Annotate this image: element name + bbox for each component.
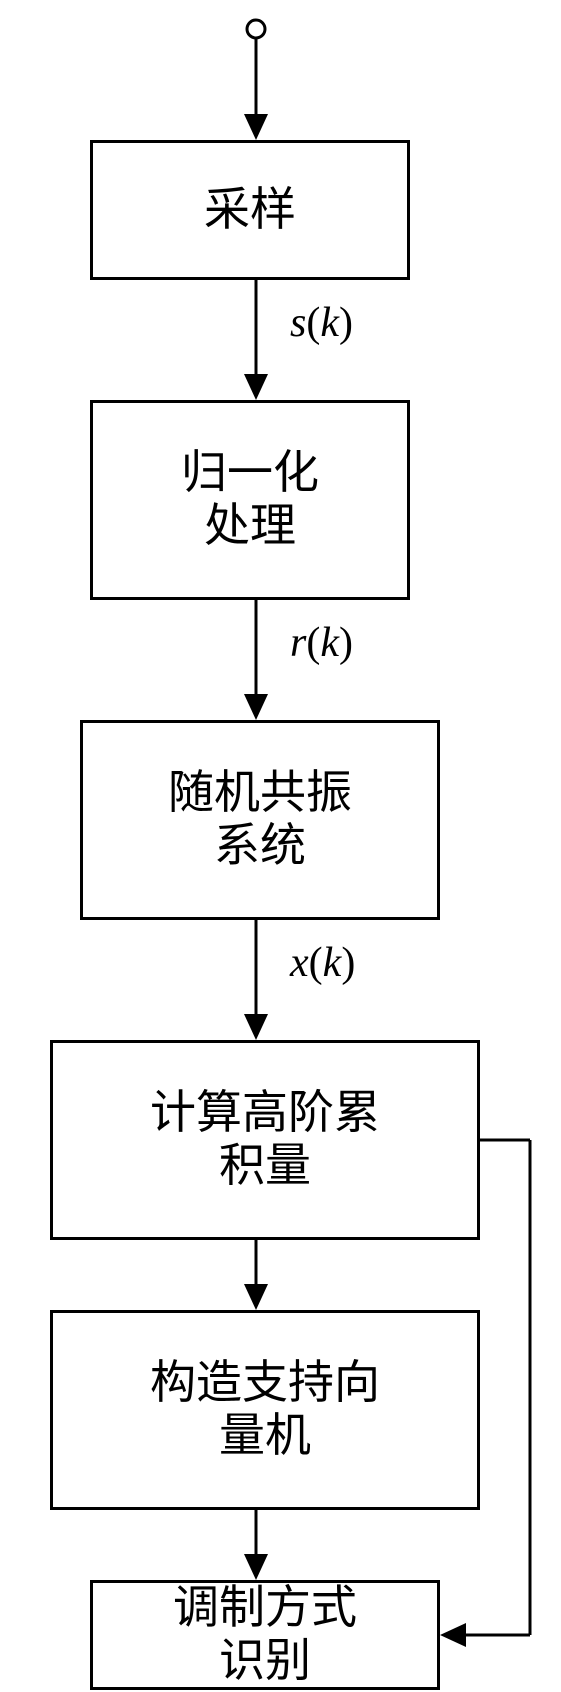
edge-label-xk: x(k) <box>290 942 355 984</box>
box-sampling: 采样 <box>90 140 410 280</box>
box-svm: 构造支持向 量机 <box>50 1310 480 1510</box>
box-sr-line2: 系统 <box>214 820 306 873</box>
box-normalize-line1: 归一化 <box>181 447 319 500</box>
box-cumulants-line1: 计算高阶累 <box>150 1087 380 1140</box>
box-sampling-line1: 采样 <box>204 184 296 237</box>
box-svm-line1: 构造支持向 <box>150 1357 380 1410</box>
box-cumulants: 计算高阶累 积量 <box>50 1040 480 1240</box>
box-sr-line1: 随机共振 <box>168 767 352 820</box>
box-recognition: 调制方式 识别 <box>90 1580 440 1690</box>
box-normalize-line2: 处理 <box>204 500 296 553</box>
box-recognition-line1: 调制方式 <box>173 1582 357 1635</box>
edge-label-sk: s(k) <box>290 302 353 344</box>
box-stochastic-resonance: 随机共振 系统 <box>80 720 440 920</box>
box-svm-line2: 量机 <box>219 1410 311 1463</box>
box-recognition-line2: 识别 <box>219 1635 311 1688</box>
edge-label-rk: r(k) <box>290 622 353 664</box>
box-cumulants-line2: 积量 <box>219 1140 311 1193</box>
box-normalize: 归一化 处理 <box>90 400 410 600</box>
